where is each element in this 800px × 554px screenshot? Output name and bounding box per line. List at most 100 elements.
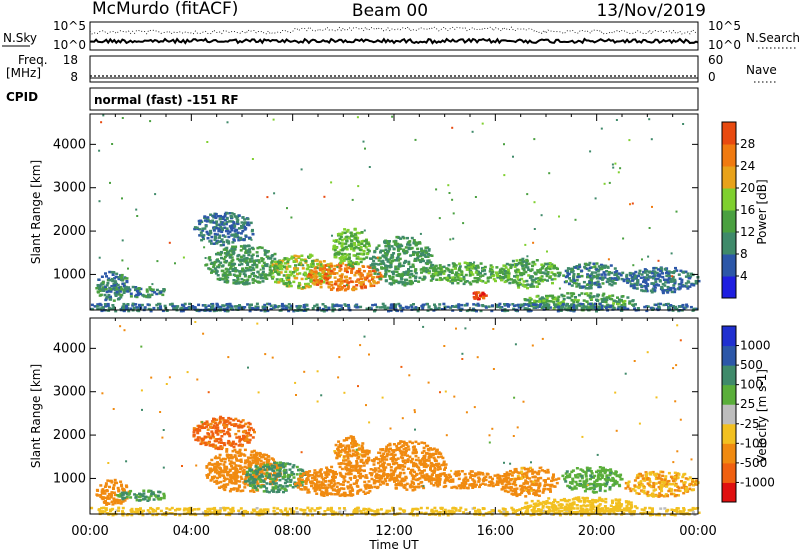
data-cell <box>602 297 606 300</box>
data-cell <box>527 274 531 277</box>
data-cell <box>228 462 232 466</box>
data-cell <box>336 482 340 485</box>
data-cell <box>132 306 136 310</box>
data-cell <box>238 274 242 278</box>
data-cell <box>292 464 296 467</box>
data-cell <box>203 227 207 230</box>
data-cell <box>102 114 105 117</box>
data-cell <box>522 280 526 283</box>
data-cell <box>222 257 226 261</box>
data-cell <box>540 214 543 217</box>
data-cell <box>411 265 415 268</box>
beam-label: Beam 00 <box>352 1 428 21</box>
data-cell <box>650 138 653 141</box>
data-cell <box>223 280 227 284</box>
data-cell <box>465 302 469 306</box>
data-cell <box>220 446 224 449</box>
data-cell <box>297 477 301 481</box>
data-cell <box>213 418 217 421</box>
data-cell <box>226 306 230 309</box>
data-cell <box>521 267 525 270</box>
data-cell <box>235 217 239 220</box>
data-cell <box>339 304 343 307</box>
data-cell <box>285 267 289 271</box>
data-cell <box>391 253 394 257</box>
data-cell <box>526 298 530 302</box>
data-cell <box>420 257 424 261</box>
data-cell <box>367 484 371 488</box>
data-cell <box>255 454 259 457</box>
data-cell <box>364 239 368 242</box>
data-cell <box>686 274 690 278</box>
data-cell <box>213 261 216 263</box>
data-cell <box>273 461 277 465</box>
data-cell <box>607 273 611 276</box>
data-cell <box>242 254 246 257</box>
data-cell <box>662 278 666 281</box>
data-cell <box>489 267 493 270</box>
data-cell <box>365 307 369 310</box>
data-cell <box>194 428 198 432</box>
data-cell <box>385 266 389 269</box>
data-cell <box>360 277 363 281</box>
data-cell <box>328 272 332 275</box>
data-cell <box>213 475 217 478</box>
data-cell <box>450 278 454 282</box>
data-cell <box>301 286 305 289</box>
data-cell <box>157 302 160 306</box>
data-cell <box>394 267 398 271</box>
data-cell <box>362 269 366 273</box>
data-cell <box>227 268 231 271</box>
data-cell <box>261 272 265 275</box>
data-cell <box>249 470 253 473</box>
data-cell <box>322 266 326 270</box>
data-cell <box>342 256 346 260</box>
data-cell <box>525 259 529 263</box>
data-cell <box>112 491 116 494</box>
data-cell <box>230 250 234 253</box>
data-cell <box>327 271 331 274</box>
data-cell <box>412 250 415 254</box>
data-cell <box>407 247 411 250</box>
data-cell <box>669 286 673 290</box>
data-cell <box>319 285 323 289</box>
data-cell <box>448 276 452 280</box>
data-cell <box>236 215 240 218</box>
data-cell <box>203 426 207 429</box>
data-cell <box>98 200 101 203</box>
data-cell <box>690 283 694 286</box>
data-cell <box>192 434 196 437</box>
data-cell <box>258 477 262 481</box>
data-cell <box>174 262 176 265</box>
data-cell <box>224 222 228 226</box>
data-cell <box>210 271 213 274</box>
data-cell <box>673 270 677 273</box>
data-cell <box>219 225 223 229</box>
colorbar-swatch <box>722 210 736 233</box>
data-cell <box>394 259 398 262</box>
data-cell <box>119 286 123 289</box>
data-cell <box>614 162 617 165</box>
data-cell <box>632 284 636 287</box>
data-cell <box>205 425 209 428</box>
data-cell <box>367 274 371 278</box>
data-cell <box>203 309 207 312</box>
data-cell <box>375 486 379 490</box>
data-cell <box>228 443 232 447</box>
data-cell <box>403 252 407 255</box>
data-cell <box>489 276 492 279</box>
data-cell <box>592 274 596 278</box>
data-cell <box>113 292 117 295</box>
data-cell <box>398 304 402 308</box>
data-cell <box>340 276 344 279</box>
data-cell <box>225 270 229 273</box>
data-cell <box>330 465 334 469</box>
data-cell <box>241 216 245 219</box>
data-cell <box>403 260 407 264</box>
data-cell <box>313 469 317 472</box>
data-cell <box>170 302 174 306</box>
data-cell <box>408 276 412 279</box>
data-cell <box>201 229 205 232</box>
data-cell <box>225 309 229 313</box>
